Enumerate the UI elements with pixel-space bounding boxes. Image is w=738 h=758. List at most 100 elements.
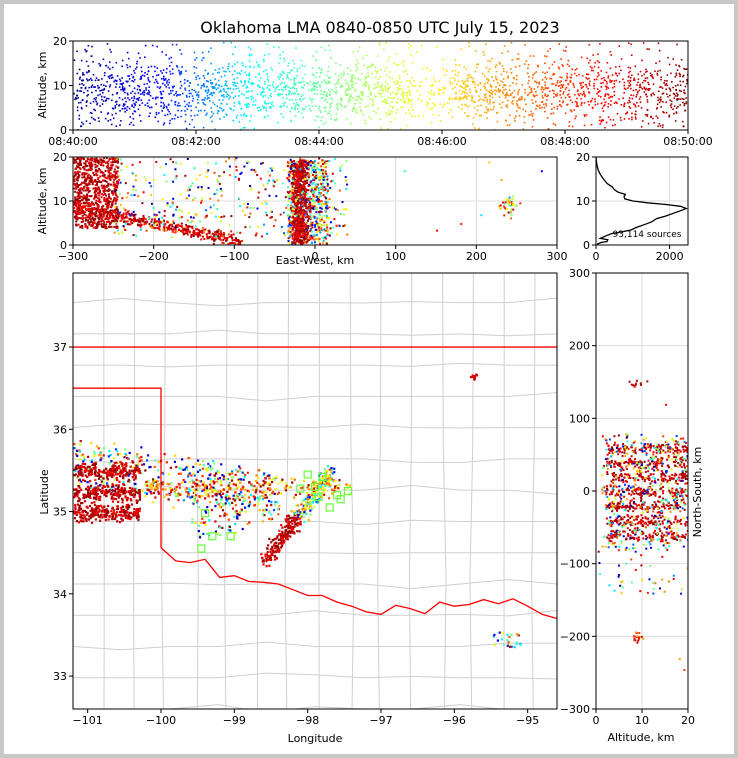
time-altitude-source (546, 95, 548, 98)
time-altitude-source (465, 89, 467, 91)
ew-source (298, 184, 301, 187)
ew-source (297, 209, 300, 212)
ew-source (81, 173, 84, 176)
time-altitude-source (184, 113, 187, 116)
time-altitude-source (406, 80, 408, 82)
time-altitude-source (231, 73, 234, 76)
time-altitude-source (458, 97, 461, 99)
time-altitude-source (181, 92, 184, 95)
ew-source (108, 220, 111, 223)
time-altitude-source (208, 93, 211, 96)
ew-source (100, 181, 103, 184)
time-altitude-source (177, 116, 179, 118)
time-altitude-source (457, 80, 460, 83)
time-altitude-source (170, 89, 172, 92)
ew-source (158, 227, 161, 230)
time-altitude-source (265, 107, 267, 110)
time-altitude-source (379, 75, 382, 78)
ew-source (111, 216, 114, 219)
time-altitude-source (562, 101, 564, 104)
time-altitude-source (544, 84, 546, 86)
time-altitude-source (361, 93, 363, 95)
time-altitude-source (211, 82, 213, 84)
time-altitude-source (224, 70, 227, 73)
ew-source (77, 206, 80, 209)
time-altitude-source (315, 115, 318, 118)
time-altitude-source (263, 60, 265, 63)
ew-source (314, 177, 317, 180)
time-altitude-source (73, 59, 76, 61)
time-altitude-source (631, 118, 633, 121)
time-altitude-source (535, 91, 537, 93)
time-altitude-source (226, 114, 228, 117)
time-altitude-source (448, 98, 450, 101)
time-altitude-source (382, 100, 385, 103)
ew-source (114, 211, 117, 214)
time-altitude-source (171, 43, 174, 46)
ew-source (296, 221, 299, 224)
ew-source (312, 189, 315, 192)
ew-source (268, 174, 271, 177)
time-altitude-source (677, 105, 679, 108)
time-altitude-source (594, 103, 597, 106)
ew-source (82, 194, 85, 197)
time-altitude-source (396, 109, 399, 111)
time-altitude-source (528, 79, 530, 82)
time-altitude-source (236, 72, 239, 75)
time-altitude-source (506, 104, 508, 106)
time-altitude-source (302, 109, 304, 111)
time-altitude-source (479, 89, 482, 91)
ew-source (105, 205, 108, 208)
time-altitude-source (209, 116, 212, 119)
time-altitude-source (548, 90, 551, 93)
ew-source (289, 190, 292, 193)
time-altitude-source (286, 85, 288, 87)
time-altitude-source (588, 84, 591, 87)
time-altitude-source (459, 85, 462, 87)
time-altitude-source (204, 69, 207, 72)
time-altitude-source (402, 64, 405, 67)
ew-source (108, 210, 111, 213)
time-altitude-source (174, 101, 177, 103)
time-altitude-source (95, 97, 97, 99)
ew-source (115, 194, 118, 197)
time-altitude-source (523, 121, 526, 124)
time-altitude-source (323, 106, 326, 109)
ew-source (113, 225, 116, 228)
time-altitude-source (97, 117, 100, 119)
time-altitude-source (678, 89, 681, 92)
time-altitude-source (85, 78, 88, 80)
time-altitude-source (207, 72, 210, 74)
time-altitude-source (370, 64, 373, 67)
ew-source (325, 242, 328, 245)
time-altitude-source (488, 91, 491, 93)
time-altitude-source (168, 81, 171, 84)
time-altitude-source (220, 102, 223, 105)
time-altitude-source (336, 107, 338, 109)
time-altitude-source (639, 101, 642, 104)
time-altitude-source (292, 86, 295, 88)
time-altitude-source (605, 85, 607, 88)
time-altitude-source (107, 75, 110, 78)
ew-source (116, 186, 119, 189)
time-altitude-source (374, 66, 377, 69)
time-altitude-source (335, 119, 337, 121)
time-altitude-source (420, 44, 423, 47)
time-altitude-source (363, 64, 365, 67)
ew-source (84, 219, 87, 222)
time-altitude-source (590, 123, 593, 126)
time-altitude-source (594, 98, 596, 100)
ew-source (141, 202, 144, 205)
time-altitude-source (506, 106, 509, 109)
time-altitude-source (660, 76, 662, 79)
ew-source (208, 236, 211, 239)
time-altitude-source (85, 101, 88, 104)
ew-source (262, 184, 265, 187)
time-altitude-source (589, 80, 591, 83)
time-altitude-source (264, 94, 267, 97)
ew-source (294, 182, 297, 185)
time-altitude-source (498, 61, 501, 64)
time-altitude-source (293, 82, 295, 85)
ew-source (303, 178, 306, 181)
ew-source (114, 186, 117, 189)
